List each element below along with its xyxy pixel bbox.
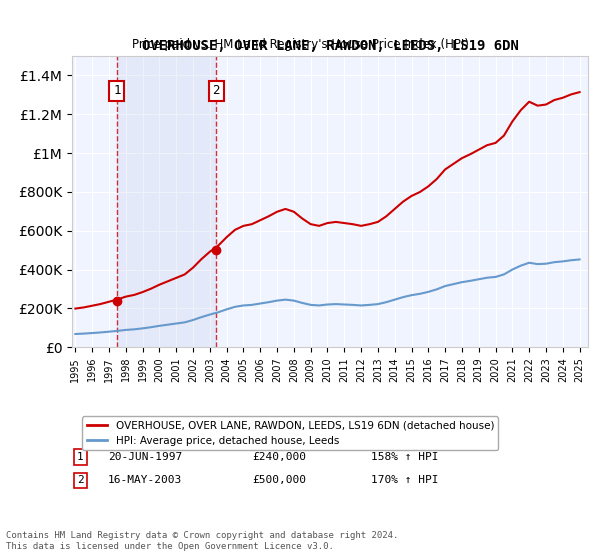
- Legend: OVERHOUSE, OVER LANE, RAWDON, LEEDS, LS19 6DN (detached house), HPI: Average pri: OVERHOUSE, OVER LANE, RAWDON, LEEDS, LS1…: [82, 417, 499, 450]
- Text: 1: 1: [77, 452, 84, 462]
- Text: Price paid vs. HM Land Registry's House Price Index (HPI): Price paid vs. HM Land Registry's House …: [131, 38, 469, 50]
- Text: £240,000: £240,000: [253, 452, 307, 462]
- Text: 170% ↑ HPI: 170% ↑ HPI: [371, 475, 439, 486]
- Text: 16-MAY-2003: 16-MAY-2003: [108, 475, 182, 486]
- Text: 20-JUN-1997: 20-JUN-1997: [108, 452, 182, 462]
- Text: 2: 2: [212, 85, 220, 97]
- Text: 158% ↑ HPI: 158% ↑ HPI: [371, 452, 439, 462]
- Text: 2: 2: [77, 475, 84, 486]
- Title: OVERHOUSE, OVER LANE, RAWDON, LEEDS, LS19 6DN: OVERHOUSE, OVER LANE, RAWDON, LEEDS, LS1…: [142, 39, 518, 53]
- Text: Contains HM Land Registry data © Crown copyright and database right 2024.
This d: Contains HM Land Registry data © Crown c…: [6, 531, 398, 551]
- Text: £500,000: £500,000: [253, 475, 307, 486]
- Text: 1: 1: [113, 85, 121, 97]
- Bar: [117, 56, 216, 347]
